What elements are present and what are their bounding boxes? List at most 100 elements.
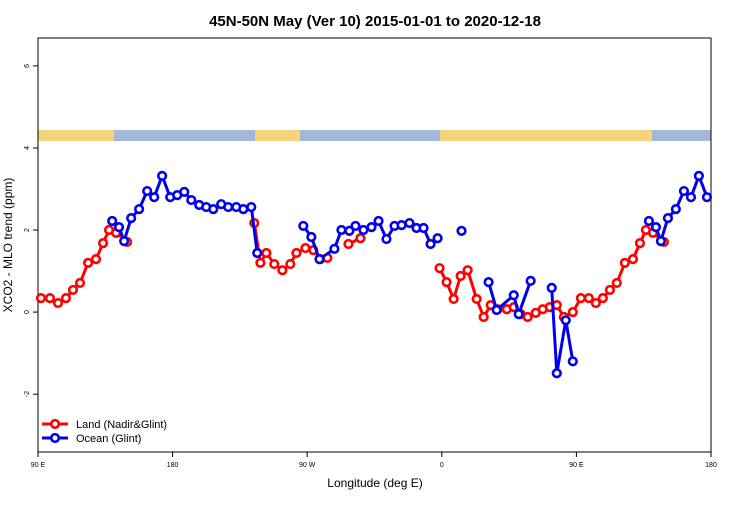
data-point bbox=[432, 233, 443, 244]
data-point bbox=[208, 203, 219, 215]
data-point bbox=[567, 356, 578, 367]
data-point bbox=[634, 238, 646, 249]
data-point bbox=[149, 192, 160, 203]
data-point bbox=[627, 254, 639, 265]
data-point bbox=[655, 236, 666, 247]
data-point bbox=[418, 222, 429, 234]
legend-label: Ocean (Glint) bbox=[76, 433, 141, 445]
data-point bbox=[604, 284, 616, 296]
data-point bbox=[261, 247, 272, 259]
data-point bbox=[291, 247, 302, 259]
data-point bbox=[650, 222, 662, 233]
data-point bbox=[462, 265, 473, 276]
data-point bbox=[238, 203, 249, 215]
data-point bbox=[126, 213, 137, 224]
data-point bbox=[373, 215, 384, 227]
data-point bbox=[434, 263, 445, 274]
data-point bbox=[186, 194, 197, 206]
data-point bbox=[678, 185, 690, 197]
data-point bbox=[336, 224, 347, 236]
plot-frame bbox=[37, 37, 712, 453]
data-point bbox=[478, 311, 489, 323]
data-point bbox=[74, 277, 86, 289]
x-tick-label: 90 E bbox=[31, 462, 46, 469]
data-point bbox=[252, 247, 263, 259]
series-line bbox=[41, 222, 665, 319]
data-point bbox=[522, 311, 533, 323]
data-point bbox=[344, 225, 355, 236]
y-tick-label: 0 bbox=[24, 310, 31, 314]
data-point bbox=[455, 270, 466, 282]
data-point bbox=[44, 293, 56, 304]
x-tick-label: 180 bbox=[167, 462, 179, 469]
data-point bbox=[597, 293, 608, 304]
data-point bbox=[133, 203, 145, 215]
x-tick-label: 0 bbox=[440, 462, 444, 469]
data-point bbox=[583, 293, 594, 304]
data-point bbox=[471, 293, 482, 305]
legend-marker bbox=[49, 418, 61, 430]
data-point bbox=[611, 277, 622, 289]
data-point bbox=[314, 254, 325, 265]
data-point bbox=[52, 297, 64, 309]
data-point bbox=[119, 236, 130, 247]
x-tick-label: 90 W bbox=[299, 462, 316, 469]
data-point bbox=[513, 309, 524, 320]
data-point bbox=[343, 238, 354, 250]
y-tick-label: -2 bbox=[24, 391, 31, 397]
data-point bbox=[35, 293, 47, 304]
data-point bbox=[179, 186, 190, 197]
data-point bbox=[83, 257, 94, 268]
data-point bbox=[113, 222, 125, 233]
y-tick-label: 6 bbox=[24, 64, 31, 68]
data-point bbox=[90, 254, 102, 265]
legend-marker bbox=[49, 432, 61, 444]
data-point bbox=[670, 203, 681, 215]
data-point bbox=[546, 282, 557, 293]
data-point bbox=[560, 315, 571, 326]
data-point bbox=[60, 293, 72, 304]
data-point bbox=[662, 213, 674, 224]
data-point bbox=[246, 201, 257, 213]
data-point bbox=[619, 257, 630, 268]
x-tick-label: 180 bbox=[705, 462, 717, 469]
data-point bbox=[441, 277, 452, 288]
data-point bbox=[285, 258, 296, 270]
data-point bbox=[701, 192, 713, 203]
data-point bbox=[269, 258, 280, 270]
data-point bbox=[590, 297, 601, 309]
data-point bbox=[448, 293, 459, 305]
data-point bbox=[508, 290, 519, 301]
data-point bbox=[456, 225, 467, 236]
x-axis-label: Longitude (deg E) bbox=[327, 476, 422, 490]
data-point bbox=[300, 242, 311, 254]
y-tick-label: 2 bbox=[24, 228, 31, 232]
series bbox=[107, 170, 713, 379]
data-point bbox=[483, 277, 494, 288]
data-point bbox=[525, 275, 536, 287]
data-point bbox=[142, 185, 153, 197]
data-point bbox=[157, 170, 168, 181]
data-point bbox=[685, 192, 697, 203]
data-point bbox=[425, 238, 436, 250]
data-point bbox=[693, 170, 704, 181]
y-tick-label: 4 bbox=[24, 146, 31, 150]
data-point bbox=[223, 201, 234, 213]
data-point bbox=[358, 224, 369, 236]
data-point bbox=[107, 215, 118, 227]
data-point bbox=[329, 243, 340, 254]
data-point bbox=[575, 293, 586, 304]
data-point bbox=[255, 257, 266, 268]
data-point bbox=[396, 220, 407, 231]
data-point bbox=[366, 222, 377, 233]
y-axis-label: XCO2 - MLO trend (ppm) bbox=[1, 178, 15, 313]
data-point bbox=[404, 217, 415, 229]
legend-label: Land (Nadir&Glint) bbox=[76, 419, 167, 431]
data-point bbox=[643, 215, 655, 227]
data-point bbox=[381, 233, 392, 245]
map-strip bbox=[38, 130, 711, 141]
data-point bbox=[277, 265, 288, 276]
chart-title: 45N-50N May (Ver 10) 2015-01-01 to 2020-… bbox=[209, 13, 541, 30]
data-point bbox=[67, 284, 79, 296]
